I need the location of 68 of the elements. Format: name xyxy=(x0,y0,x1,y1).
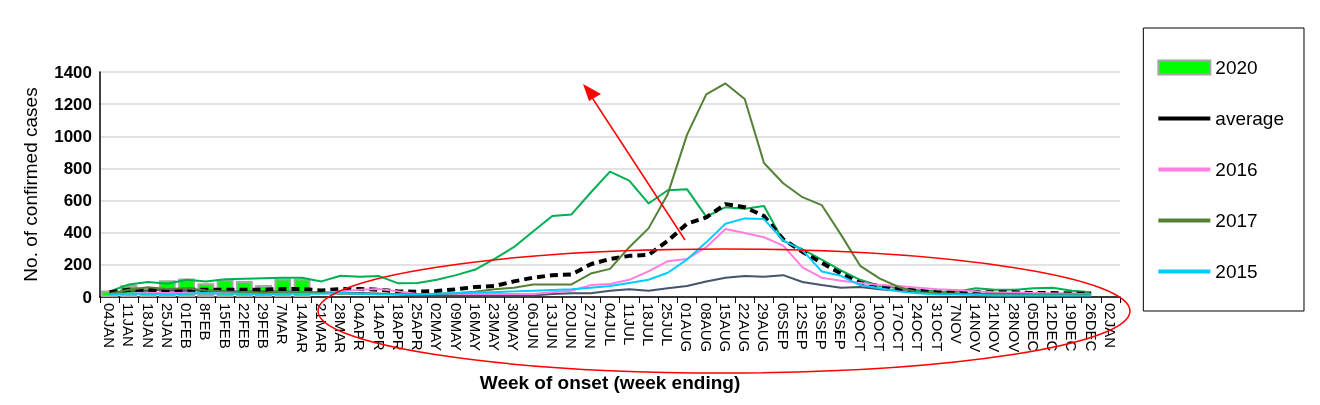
x-tick-label: 20JUN xyxy=(563,303,581,349)
x-tick-label: 14APR xyxy=(370,303,388,351)
x-tick-label: 05DEC xyxy=(1024,303,1042,352)
x-tick-label: 26SEP xyxy=(832,303,850,350)
x-tick-label: 8FEB xyxy=(197,303,215,341)
x-tick-label: 29FEB xyxy=(255,303,273,349)
x-tick-label: 25JUL xyxy=(659,303,677,347)
y-tick-label: 1400 xyxy=(54,62,92,82)
legend-label: 2017 xyxy=(1215,210,1258,231)
x-tick-label: 04JAN xyxy=(101,303,119,349)
y-tick-label: 0 xyxy=(82,287,92,307)
x-tick-label: 22AUG xyxy=(736,303,754,353)
x-tick-label: 11JUL xyxy=(620,303,638,346)
x-tick-label: 08AUG xyxy=(697,303,715,353)
x-tick-label: 21MAR xyxy=(312,303,330,354)
x-tick-label: 11JAN xyxy=(120,303,138,347)
x-tick-label: 06JUN xyxy=(524,303,542,349)
legend-label: 2016 xyxy=(1215,159,1258,180)
x-tick-label: 15FEB xyxy=(216,303,234,349)
x-tick-label: 18APR xyxy=(389,303,407,351)
x-tick-label: 18JUL xyxy=(639,303,657,347)
legend-label: average xyxy=(1215,108,1285,129)
x-tick-label: 04APR xyxy=(351,303,369,351)
x-tick-label: 24OCT xyxy=(909,303,927,352)
x-tick-label: 23MAY xyxy=(486,303,504,352)
x-tick-label: 25JAN xyxy=(158,303,176,349)
x-tick-label: 01AUG xyxy=(678,303,696,353)
x-tick-label: 29AUG xyxy=(755,303,773,353)
x-tick-label: 13JUN xyxy=(543,303,561,349)
x-tick-label: 26DEC xyxy=(1082,303,1100,352)
x-tick-label: 7MAR xyxy=(274,303,292,345)
x-tick-label: 15AUG xyxy=(716,303,734,353)
x-tick-label: 04JUL xyxy=(601,303,619,347)
y-tick-label: 1200 xyxy=(54,94,92,114)
x-tick-label: 12SEP xyxy=(793,303,811,350)
x-tick-label: 25APR xyxy=(409,303,427,351)
x-tick-label: 14MAR xyxy=(293,303,311,354)
x-tick-label: 7NOV xyxy=(947,303,965,344)
x-tick-label: 22FEB xyxy=(235,303,253,349)
x-tick-label: 30MAY xyxy=(505,303,523,352)
y-tick-label: 800 xyxy=(63,158,92,178)
y-tick-label: 200 xyxy=(63,255,92,275)
x-tick-label: 28NOV xyxy=(1005,303,1023,353)
x-tick-label: 14NOV xyxy=(967,303,985,353)
x-tick-label: 21NOV xyxy=(986,303,1004,353)
x-tick-label: 28MAR xyxy=(332,303,350,354)
x-tick-label: 02JAN xyxy=(1101,303,1119,349)
x-tick-label: 27JUN xyxy=(582,303,600,349)
x-tick-label: 05SEP xyxy=(774,303,792,350)
x-tick-label: 18JAN xyxy=(139,303,157,349)
x-tick-label: 17OCT xyxy=(890,303,908,352)
y-tick-label: 400 xyxy=(63,223,92,243)
x-tick-label: 12DEC xyxy=(1044,303,1062,352)
y-tick-label: 600 xyxy=(63,191,92,211)
x-tick-label: 03OCT xyxy=(851,303,869,352)
x-tick-label: 19DEC xyxy=(1063,303,1081,352)
y-axis-title: No. of confirmed cases xyxy=(20,87,41,282)
x-tick-label: 10OCT xyxy=(870,303,888,352)
x-tick-label: 31OCT xyxy=(928,303,946,352)
legend-label: 2020 xyxy=(1215,57,1258,78)
x-tick-label: 16MAY xyxy=(466,303,484,352)
y-tick-label: 1000 xyxy=(54,126,92,146)
x-tick-label: 02MAY xyxy=(428,303,446,352)
legend-label: 2015 xyxy=(1215,261,1258,282)
x-axis-title: Week of onset (week ending) xyxy=(479,372,741,393)
x-tick-label: 19SEP xyxy=(813,303,831,350)
x-tick-label: 01FEB xyxy=(178,303,196,349)
x-tick-label: 09MAY xyxy=(447,303,465,352)
